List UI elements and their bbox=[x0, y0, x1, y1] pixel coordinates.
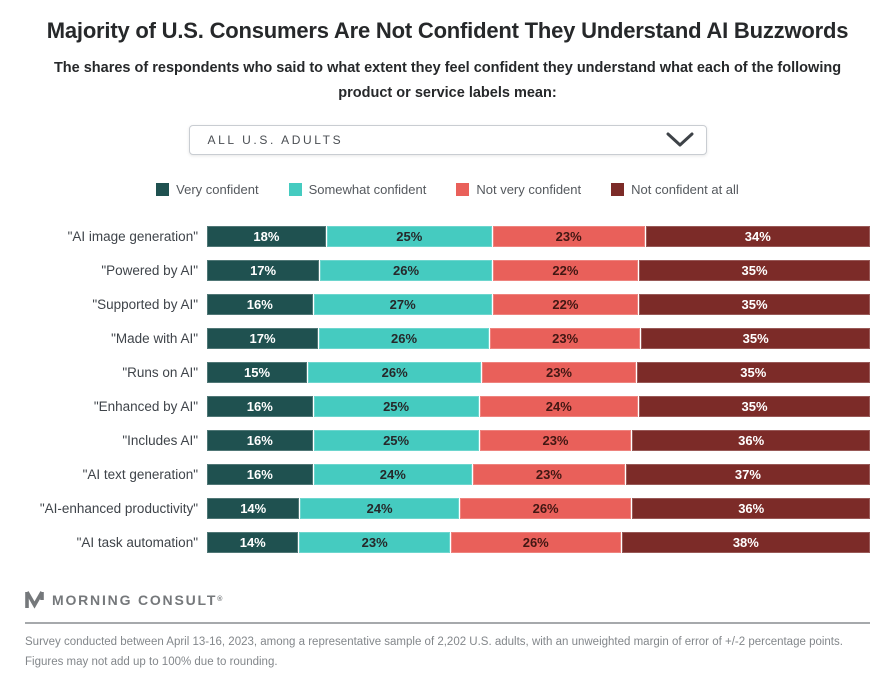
footer-divider bbox=[25, 622, 870, 625]
stacked-bar: 18% 25% 23% 34% bbox=[207, 226, 870, 248]
bar-segment-very-confident: 15% bbox=[207, 362, 307, 384]
bar-segment-not-very-confident: 23% bbox=[490, 328, 641, 350]
row-label: "AI task automation" bbox=[76, 535, 198, 551]
bar-segment-not-very-confident: 22% bbox=[492, 260, 638, 282]
audience-dropdown-value: ALL U.S. ADULTS bbox=[207, 133, 344, 148]
row-label: "Made with AI" bbox=[111, 331, 198, 347]
trademark-symbol: ® bbox=[217, 596, 225, 604]
stacked-bar-chart: "AI image generation" 18% 25% 23% 34% "Powere… bbox=[25, 226, 871, 554]
bar-segment-somewhat-confident: 25% bbox=[326, 226, 492, 248]
legend-item: Not very confident bbox=[456, 182, 581, 197]
stacked-bar: 17% 26% 23% 35% bbox=[207, 328, 871, 350]
chart-row: "AI task automation" 14% 23% 26% 38% bbox=[25, 532, 870, 554]
legend-swatch-icon bbox=[288, 183, 302, 197]
legend-item: Somewhat confident bbox=[288, 182, 427, 198]
chart-row: "Runs on AI" 15% 26% 23% 35% bbox=[25, 362, 870, 384]
chart-row: "Includes AI" 16% 25% 23% 36% bbox=[25, 430, 870, 452]
row-label: "Includes AI" bbox=[122, 433, 198, 449]
chart-row: "Powered by AI" 17% 26% 22% 35% bbox=[25, 260, 870, 282]
legend-swatch-icon bbox=[156, 183, 170, 197]
page-title: Majority of U.S. Consumers Are Not Confi… bbox=[46, 18, 849, 43]
chevron-down-icon bbox=[666, 132, 693, 147]
bar-segment-not-confident-at-all: 36% bbox=[632, 498, 870, 520]
chart-row: "AI image generation" 18% 25% 23% 34% bbox=[25, 226, 870, 248]
bar-segment-not-confident-at-all: 37% bbox=[625, 464, 870, 486]
bar-segment-somewhat-confident: 25% bbox=[313, 430, 479, 452]
stacked-bar: 16% 25% 24% 35% bbox=[207, 396, 870, 418]
bar-segment-not-confident-at-all: 38% bbox=[621, 532, 870, 554]
audience-dropdown[interactable]: ALL U.S. ADULTS bbox=[188, 125, 707, 156]
bar-segment-not-confident-at-all: 35% bbox=[641, 328, 871, 350]
page-subtitle: The shares of respondents who said to wh… bbox=[53, 60, 842, 101]
bar-segment-somewhat-confident: 25% bbox=[313, 396, 479, 418]
stacked-bar: 17% 26% 22% 35% bbox=[207, 260, 870, 282]
bar-segment-somewhat-confident: 26% bbox=[319, 328, 489, 350]
morning-consult-wordmark: MORNING CONSULT® bbox=[52, 592, 225, 609]
footer: MORNING CONSULT® Survey conducted betwee… bbox=[25, 591, 870, 672]
row-label: "AI image generation" bbox=[67, 229, 198, 245]
legend-label: Very confident bbox=[176, 182, 259, 198]
bar-segment-somewhat-confident: 26% bbox=[308, 362, 482, 384]
footnote-line2: Figures may not add up to 100% due to ro… bbox=[25, 655, 278, 668]
bar-segment-very-confident: 14% bbox=[207, 532, 299, 554]
stacked-bar: 15% 26% 23% 35% bbox=[207, 362, 870, 384]
bar-segment-very-confident: 16% bbox=[207, 430, 313, 452]
bar-segment-not-very-confident: 26% bbox=[459, 498, 632, 520]
chart-row: "Enhanced by AI" 16% 25% 24% 35% bbox=[25, 396, 870, 418]
stacked-bar: 16% 24% 23% 37% bbox=[207, 464, 870, 486]
chart-row: "AI-enhanced productivity" 14% 24% 26% 36% bbox=[25, 498, 870, 520]
bar-segment-not-confident-at-all: 35% bbox=[636, 362, 870, 384]
stacked-bar: 14% 23% 26% 38% bbox=[207, 532, 870, 554]
legend-label: Not confident at all bbox=[631, 182, 739, 198]
bar-segment-somewhat-confident: 23% bbox=[299, 532, 450, 554]
bar-segment-not-confident-at-all: 35% bbox=[639, 396, 870, 418]
row-label: "Enhanced by AI" bbox=[93, 399, 198, 415]
row-label: "Powered by AI" bbox=[101, 263, 198, 279]
bar-segment-not-very-confident: 23% bbox=[479, 430, 632, 452]
legend-swatch-icon bbox=[611, 183, 625, 197]
bar-segment-somewhat-confident: 24% bbox=[300, 498, 459, 520]
chart-row: "Made with AI" 17% 26% 23% 35% bbox=[25, 328, 871, 350]
bar-segment-somewhat-confident: 26% bbox=[320, 260, 492, 282]
row-label: "AI text generation" bbox=[82, 467, 198, 483]
bar-segment-not-confident-at-all: 35% bbox=[639, 294, 870, 316]
bar-segment-not-very-confident: 22% bbox=[492, 294, 638, 316]
row-label: "AI-enhanced productivity" bbox=[39, 501, 198, 517]
bar-segment-not-confident-at-all: 34% bbox=[645, 226, 870, 248]
stacked-bar: 16% 25% 23% 36% bbox=[207, 430, 870, 452]
stacked-bar: 16% 27% 22% 35% bbox=[207, 294, 870, 316]
row-label: "Supported by AI" bbox=[92, 297, 198, 313]
morning-consult-logo: MORNING CONSULT® bbox=[25, 591, 870, 609]
legend-swatch-icon bbox=[456, 183, 470, 197]
chart-row: "AI text generation" 16% 24% 23% 37% bbox=[25, 464, 870, 486]
legend-label: Not very confident bbox=[476, 182, 582, 198]
bar-segment-very-confident: 16% bbox=[207, 396, 313, 418]
morning-consult-m-icon bbox=[25, 591, 44, 609]
legend-item: Very confident bbox=[156, 182, 259, 198]
bar-segment-very-confident: 16% bbox=[207, 464, 313, 486]
bar-segment-not-very-confident: 23% bbox=[473, 464, 625, 486]
bar-segment-very-confident: 18% bbox=[207, 226, 326, 248]
bar-segment-not-confident-at-all: 36% bbox=[632, 430, 870, 452]
legend: Very confident Somewhat confident Not very… bbox=[25, 182, 870, 197]
bar-segment-very-confident: 14% bbox=[207, 498, 300, 520]
chart-row: "Supported by AI" 16% 27% 22% 35% bbox=[25, 294, 870, 316]
bar-segment-not-very-confident: 24% bbox=[479, 396, 638, 418]
legend-label: Somewhat confident bbox=[308, 182, 427, 198]
stacked-bar: 14% 24% 26% 36% bbox=[207, 498, 870, 520]
bar-segment-not-very-confident: 26% bbox=[450, 532, 621, 554]
bar-segment-not-very-confident: 23% bbox=[492, 226, 645, 248]
bar-segment-somewhat-confident: 24% bbox=[313, 464, 472, 486]
bar-segment-very-confident: 17% bbox=[207, 260, 320, 282]
bar-segment-not-very-confident: 23% bbox=[482, 362, 636, 384]
footnote-line1: Survey conducted between April 13-16, 20… bbox=[25, 636, 843, 649]
bar-segment-very-confident: 16% bbox=[207, 294, 313, 316]
bar-segment-very-confident: 17% bbox=[207, 328, 319, 350]
chart-page: Majority of U.S. Consumers Are Not Confi… bbox=[25, 18, 871, 672]
row-label: "Runs on AI" bbox=[122, 365, 198, 381]
bar-segment-not-confident-at-all: 35% bbox=[639, 260, 870, 282]
survey-footnote: Survey conducted between April 13-16, 20… bbox=[25, 633, 870, 672]
bar-segment-somewhat-confident: 27% bbox=[313, 294, 492, 316]
legend-item: Not confident at all bbox=[611, 182, 739, 197]
